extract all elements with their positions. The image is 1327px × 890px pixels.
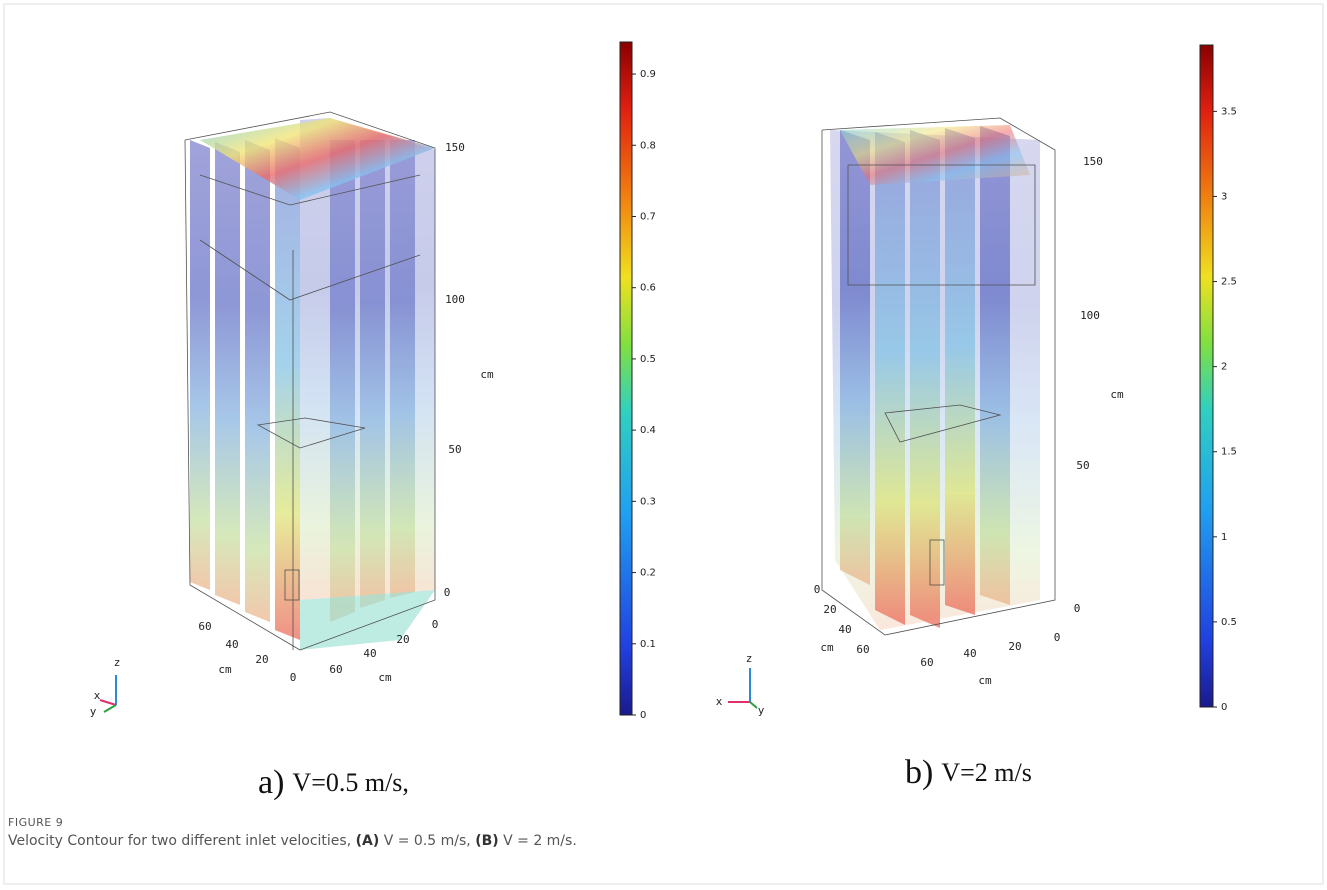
axis-z-label: 50 <box>448 443 461 456</box>
axis-z-label: 0 <box>444 586 451 599</box>
colorbar-tick-label: 0.2 <box>640 568 656 579</box>
triad-label: z <box>114 656 121 669</box>
triad-label: y <box>758 704 765 717</box>
colorbar-tick-label: 2.5 <box>1221 277 1237 288</box>
colorbar-tick-label: 0.6 <box>640 283 656 294</box>
colorbar-tick-label: 0.5 <box>640 354 656 365</box>
render-b <box>821 117 1056 636</box>
colorbar-tick-label: 0.3 <box>640 496 656 507</box>
caption-part: V = 0.5 m/s, <box>379 833 475 849</box>
colorbar-tick-label: 0.7 <box>640 211 656 222</box>
axis-x-label: 40 <box>963 647 976 660</box>
axis-x-label: 20 <box>396 633 409 646</box>
axis-y-label: 40 <box>225 638 238 651</box>
colorbar-tick-label: 2 <box>1221 362 1227 373</box>
axis-z-label: 50 <box>1076 459 1089 472</box>
figure-frame <box>3 3 1324 885</box>
axis-z-label: 150 <box>1083 155 1103 168</box>
axis-z-label: 0 <box>1074 602 1081 615</box>
axis-y-label: 20 <box>255 653 268 666</box>
axis-x-label: 40 <box>363 647 376 660</box>
axis-x-label: 60 <box>920 656 933 669</box>
colorbar-tick-label: 0.4 <box>640 425 656 436</box>
axis-z-label: 100 <box>445 293 465 306</box>
axis-y-label: 40 <box>838 623 851 636</box>
caption-part: V = 2 m/s. <box>499 833 577 849</box>
axis-z-unit: cm <box>1110 388 1124 401</box>
caption-part: Velocity Contour for two different inlet… <box>8 833 356 849</box>
panel-caption: b) V=2 m/s <box>905 754 1032 791</box>
axis-x-unit: cm <box>378 671 392 684</box>
triad-label: x <box>716 695 723 708</box>
triad-b <box>728 668 758 709</box>
axis-x-label: 20 <box>1008 640 1021 653</box>
triad-label: z <box>746 652 753 665</box>
axis-y-label: 60 <box>856 643 869 656</box>
render-a <box>184 111 436 651</box>
caption-part: (B) <box>475 833 498 849</box>
axis-y-label: 0 <box>814 583 821 596</box>
axis-z-unit: cm <box>480 368 494 381</box>
figure-caption: Velocity Contour for two different inlet… <box>8 833 577 849</box>
colorbar-tick-label: 0.8 <box>640 140 656 151</box>
axis-y-unit: cm <box>820 641 834 654</box>
axis-y-label: 0 <box>290 671 297 684</box>
colorbar-tick-label: 0.5 <box>1221 617 1237 628</box>
axis-y-label: 60 <box>198 620 211 633</box>
axis-x-label: 0 <box>432 618 439 631</box>
colorbar-tick-label: 0.1 <box>640 639 656 650</box>
panel-caption: a) V=0.5 m/s, <box>258 764 409 801</box>
axis-z-label: 100 <box>1080 309 1100 322</box>
panel-letter: a) <box>258 764 284 801</box>
colorbar-tick-label: 3 <box>1221 191 1227 202</box>
colorbar-tick-label: 1 <box>1221 532 1227 543</box>
panel-condition: V=0.5 m/s, <box>292 768 409 797</box>
triad-label: x <box>94 689 101 702</box>
triad-label: y <box>90 705 97 718</box>
axis-x-unit: cm <box>978 674 992 687</box>
colorbar-tick-label: 0 <box>1221 702 1227 713</box>
caption-part: (A) <box>356 833 380 849</box>
colorbar-tick-label: 1.5 <box>1221 447 1237 458</box>
colorbar-tick-label: 3.5 <box>1221 106 1237 117</box>
colorbar-tick-label: 0 <box>640 710 646 721</box>
panel-letter: b) <box>905 754 933 791</box>
axis-x-label: 0 <box>1054 631 1061 644</box>
axis-x-label: 60 <box>329 663 342 676</box>
panel-condition: V=2 m/s <box>941 758 1032 787</box>
triad-a <box>99 675 117 713</box>
colorbar <box>619 41 633 716</box>
figure-label: FIGURE 9 <box>8 816 63 829</box>
colorbar-tick-label: 0.9 <box>640 69 656 80</box>
axis-z-label: 150 <box>445 141 465 154</box>
colorbar <box>1199 44 1214 708</box>
axis-y-label: 20 <box>823 603 836 616</box>
axis-y-unit: cm <box>218 663 232 676</box>
